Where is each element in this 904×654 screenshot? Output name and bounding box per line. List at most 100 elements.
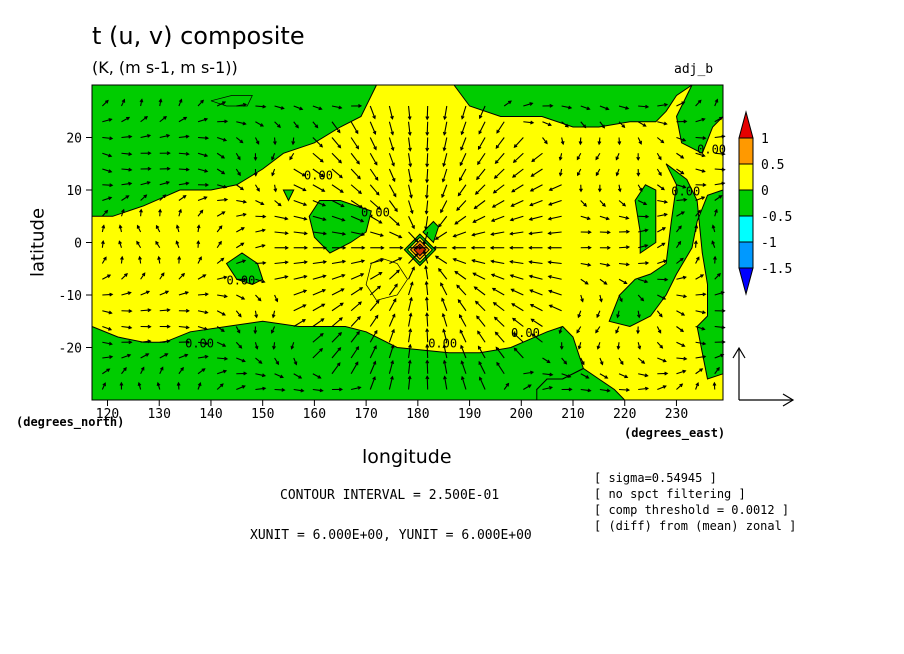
wind-vector-529: [121, 135, 132, 139]
wind-vector-head-493: [701, 169, 706, 173]
wind-vector-head-538: [291, 141, 296, 146]
wind-vector-558: [676, 136, 686, 142]
wind-vector-head-16: [407, 375, 412, 380]
wind-vector-6: [216, 383, 224, 390]
wind-vector-head-591: [683, 119, 688, 124]
wind-vector-413: [425, 200, 429, 214]
wind-vector-76: [293, 357, 297, 365]
wind-vector-head-198: [109, 292, 114, 297]
wind-vector-30: [676, 383, 683, 390]
wind-vector-83: [426, 344, 429, 359]
wind-vector-head-181: [409, 296, 413, 301]
wind-vector-head-18: [443, 375, 447, 380]
wind-vector-head-404: [260, 201, 265, 206]
wind-vector-70: [178, 354, 188, 359]
wind-vector-head-613: [460, 115, 465, 120]
wind-vector-head-19: [460, 375, 465, 380]
wind-vector-head-295: [696, 256, 700, 261]
wind-vector-head-281: [422, 249, 427, 254]
wind-vector-head-151: [459, 313, 463, 318]
wind-vector-233: [140, 272, 146, 280]
wind-vector-381: [438, 215, 448, 228]
wind-vector-head-224: [599, 298, 603, 303]
wind-vector-head-124: [577, 345, 582, 350]
wind-vector-head-94: [641, 360, 646, 364]
wind-vector-495: [102, 152, 112, 157]
wind-vector-head-598: [178, 98, 183, 103]
wind-vector-head-31: [695, 382, 699, 387]
wind-vector-head-599: [200, 99, 204, 104]
wind-vector-541: [350, 137, 359, 149]
wind-vector-head-153: [493, 316, 498, 321]
wind-vector-28: [638, 387, 648, 391]
wind-vector-51: [443, 360, 448, 374]
y-tick-label-10: 10: [66, 184, 82, 199]
wind-vector-head-122: [531, 333, 536, 338]
wind-vector-head-474: [338, 174, 343, 179]
wind-vector-84: [443, 344, 448, 359]
wind-vector-594: [101, 100, 109, 107]
wind-vector-head-166: [128, 309, 133, 313]
wind-vector-216: [440, 282, 448, 296]
wind-vector-428: [714, 195, 722, 201]
wind-vector-150: [442, 313, 448, 327]
wind-vector-349: [453, 231, 467, 238]
wind-vector-head-86: [477, 345, 482, 350]
wind-vector-head-521: [595, 156, 599, 161]
wind-vector-head-234: [160, 272, 165, 277]
wind-vector-head-418: [510, 203, 515, 207]
wind-vector-head-211: [359, 287, 364, 291]
wind-vector-549: [495, 137, 505, 149]
wind-vector-269: [197, 256, 202, 264]
wind-vector-head-84: [442, 343, 447, 349]
wind-vector-head-170: [204, 310, 209, 315]
wind-vector-head-337: [240, 227, 245, 231]
wind-vector-230: [714, 291, 724, 296]
wind-vector-head-396: [108, 196, 113, 201]
wind-vector-176: [312, 303, 325, 312]
wind-vector-head-25: [587, 388, 592, 393]
wind-vector-head-142: [301, 319, 306, 323]
wind-vector-25: [580, 388, 591, 392]
wind-vector-head-561: [108, 118, 113, 122]
wind-vector-head-602: [262, 104, 267, 109]
wind-vector-221: [529, 289, 543, 296]
wind-vector-458: [656, 184, 665, 191]
wind-vector-head-248: [424, 265, 428, 270]
wind-vector-head-255: [547, 274, 552, 279]
wind-vector-head-292: [645, 261, 650, 265]
wind-vector-head-457: [639, 187, 643, 192]
wind-vector-head-331: [118, 224, 123, 229]
wind-vector-539: [312, 137, 323, 148]
wind-vector-head-191: [596, 314, 600, 319]
wind-vector-605: [312, 105, 322, 110]
wind-vector-head-216: [440, 282, 444, 287]
wind-vector-head-15: [390, 375, 394, 380]
wind-vector-head-405: [277, 202, 282, 207]
wind-vector-615: [503, 100, 512, 107]
wind-vector-head-282: [434, 255, 439, 260]
wind-vector-411: [388, 200, 398, 212]
wind-vector-head-495: [108, 153, 113, 158]
wind-vector-head-143: [320, 318, 325, 322]
wind-vector-head-6: [219, 383, 224, 388]
wind-vector-392: [657, 213, 667, 217]
wind-vector-head-453: [548, 187, 553, 191]
contour-label-3: 0.00: [226, 274, 255, 288]
wind-vector-head-260: [664, 277, 669, 282]
wind-vector-head-581: [478, 130, 482, 135]
wind-vector-231: [102, 274, 111, 280]
wind-vector-head-54: [496, 361, 500, 366]
wind-vector-258: [618, 278, 627, 284]
wind-vector-head-202: [184, 291, 190, 295]
wind-vector-head-188: [529, 304, 534, 308]
wind-vector-head-431: [146, 181, 151, 185]
wind-vector-head-507: [338, 159, 342, 164]
wind-vector-119: [477, 330, 486, 343]
wind-vector-49: [407, 360, 411, 374]
wind-vector-head-247: [411, 266, 415, 271]
wind-vector-head-311: [380, 245, 385, 250]
wind-vector-57: [561, 373, 571, 378]
wind-vector-404: [255, 200, 264, 205]
wind-vector-220: [511, 288, 524, 296]
